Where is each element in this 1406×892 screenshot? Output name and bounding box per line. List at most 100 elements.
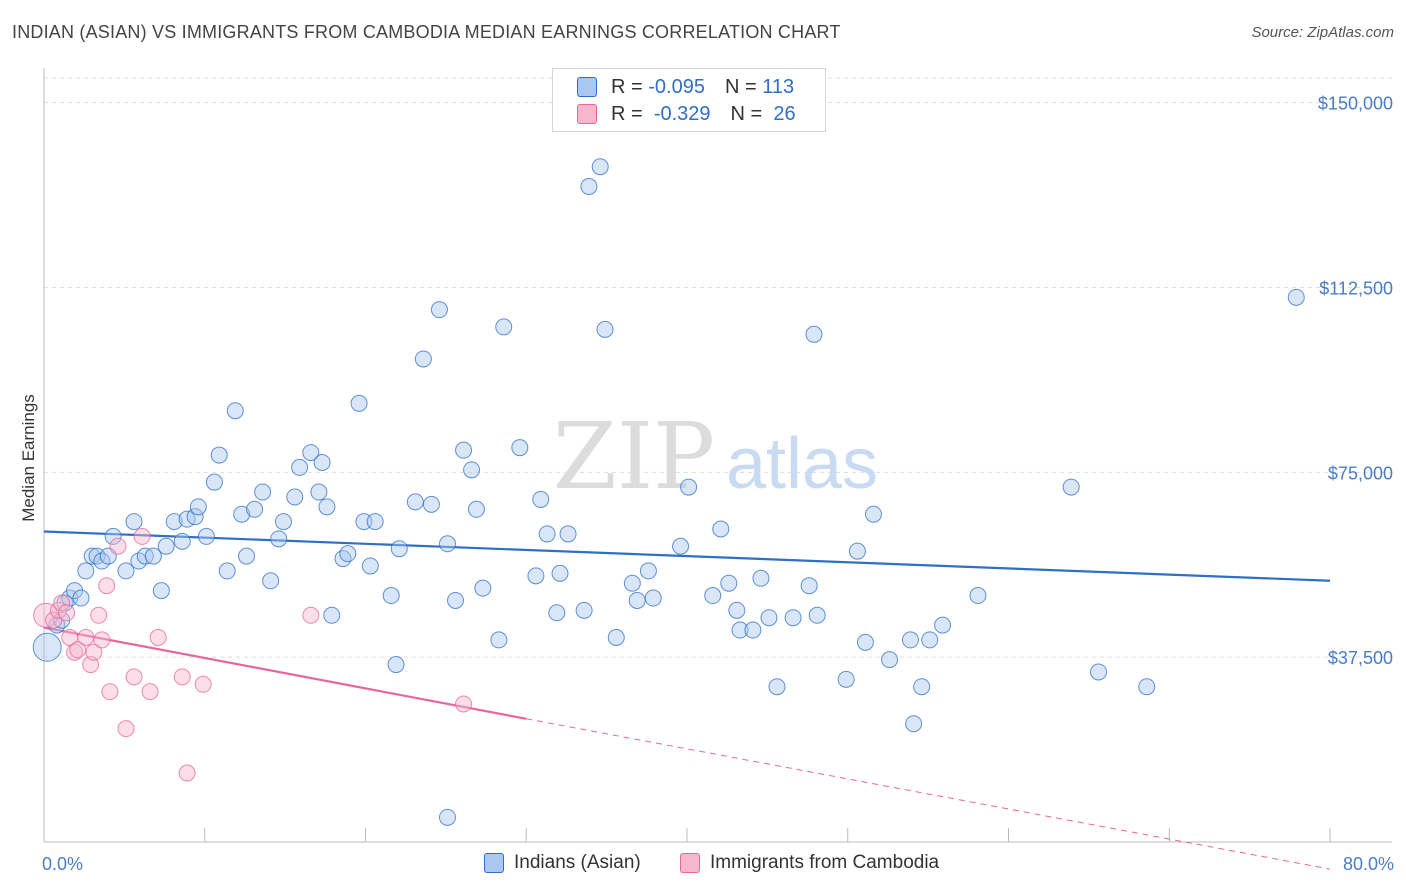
legend-item-indians: Indians (Asian) bbox=[484, 852, 641, 874]
trend-line-cambodia bbox=[43, 626, 527, 720]
data-point-indians bbox=[173, 532, 191, 550]
data-point-indians bbox=[644, 589, 662, 607]
data-point-indians bbox=[422, 495, 440, 513]
data-point-indians bbox=[527, 567, 545, 585]
data-point-indians bbox=[704, 587, 722, 605]
data-point-indians bbox=[712, 520, 730, 538]
tick-labels: $37,500 $75,000 $112,500 $150,000 0.0% 80.0% bbox=[42, 94, 1394, 874]
data-point-indians bbox=[752, 569, 770, 587]
data-point-indians bbox=[800, 577, 818, 595]
data-point-indians bbox=[165, 513, 183, 531]
data-point-indians bbox=[32, 632, 62, 662]
data-point-indians bbox=[728, 601, 746, 619]
data-point-cambodia bbox=[98, 577, 116, 595]
data-point-indians bbox=[302, 444, 320, 462]
data-point-indians bbox=[334, 550, 352, 568]
data-point-indians bbox=[495, 318, 513, 336]
data-point-cambodia bbox=[194, 675, 212, 693]
data-point-indians bbox=[447, 591, 465, 609]
data-point-cambodia bbox=[173, 668, 191, 686]
data-point-indians bbox=[226, 402, 244, 420]
source-label: Source: ZipAtlas.com bbox=[1251, 24, 1394, 41]
data-point-indians bbox=[438, 535, 456, 553]
data-point-indians bbox=[623, 574, 641, 592]
series-indians-asian bbox=[32, 158, 1305, 826]
data-point-indians bbox=[270, 530, 288, 548]
data-point-indians bbox=[205, 473, 223, 491]
y-tick-label: $112,500 bbox=[1319, 278, 1393, 298]
blue-swatch-icon bbox=[484, 853, 504, 873]
data-point-cambodia bbox=[93, 631, 111, 649]
data-point-cambodia bbox=[133, 527, 151, 545]
data-point-indians bbox=[390, 540, 408, 558]
data-point-indians bbox=[313, 453, 331, 471]
x-tick-label: 0.0% bbox=[42, 854, 83, 874]
data-point-cambodia bbox=[58, 604, 76, 622]
r-label: R = bbox=[611, 75, 643, 98]
data-point-indians bbox=[551, 564, 569, 582]
data-point-indians bbox=[784, 609, 802, 627]
data-point-indians bbox=[246, 500, 264, 518]
data-point-indians bbox=[275, 513, 293, 531]
n-label: N = bbox=[730, 102, 763, 125]
pink-swatch-icon bbox=[680, 853, 700, 873]
data-point-cambodia bbox=[85, 643, 103, 661]
legend-label-cambodia: Immigrants from Cambodia bbox=[710, 852, 940, 873]
trend-line-indians bbox=[43, 530, 1331, 582]
n-value: 113 bbox=[762, 75, 795, 98]
data-point-indians bbox=[532, 490, 550, 508]
data-point-indians bbox=[848, 542, 866, 560]
data-point-cambodia bbox=[53, 594, 71, 612]
data-point-cambodia bbox=[66, 643, 84, 661]
data-point-indians bbox=[254, 483, 272, 501]
data-point-indians bbox=[387, 656, 405, 674]
data-point-indians bbox=[48, 616, 66, 634]
data-point-indians bbox=[805, 325, 823, 343]
data-point-indians bbox=[186, 508, 204, 526]
data-point-indians bbox=[430, 301, 448, 319]
data-point-cambodia bbox=[141, 683, 159, 701]
r-label: R = bbox=[611, 102, 643, 125]
data-point-indians bbox=[881, 651, 899, 669]
data-point-cambodia bbox=[302, 606, 320, 624]
x-tick-label: 80.0% bbox=[1343, 854, 1394, 874]
data-point-indians bbox=[856, 633, 874, 651]
data-point-indians bbox=[323, 606, 341, 624]
y-tick-label: $37,500 bbox=[1328, 648, 1393, 668]
data-point-cambodia bbox=[77, 628, 95, 646]
r-value: -0.329 bbox=[653, 102, 711, 125]
series-immigrants-cambodia bbox=[33, 527, 473, 782]
data-point-indians bbox=[77, 562, 95, 580]
data-point-indians bbox=[921, 631, 939, 649]
data-point-indians bbox=[720, 574, 738, 592]
data-point-cambodia bbox=[149, 628, 167, 646]
data-point-cambodia bbox=[33, 602, 59, 628]
data-point-indians bbox=[628, 591, 646, 609]
r-value: -0.095 bbox=[648, 75, 705, 98]
data-point-indians bbox=[463, 461, 481, 479]
data-point-indians bbox=[1090, 663, 1108, 681]
data-point-indians bbox=[361, 557, 379, 575]
legend-item-cambodia: Immigrants from Cambodia bbox=[680, 852, 939, 874]
trend-line-cambodia-extension bbox=[526, 718, 1331, 870]
n-label: N = bbox=[724, 75, 757, 98]
data-point-indians bbox=[189, 498, 207, 516]
trend-lines bbox=[43, 530, 1331, 870]
data-point-indians bbox=[969, 587, 987, 605]
data-point-indians bbox=[672, 537, 690, 555]
data-point-indians bbox=[548, 604, 566, 622]
data-point-indians bbox=[744, 621, 762, 639]
data-point-indians bbox=[318, 498, 336, 516]
data-point-indians bbox=[455, 441, 473, 459]
data-point-indians bbox=[117, 562, 135, 580]
data-point-indians bbox=[864, 505, 882, 523]
data-point-cambodia bbox=[90, 606, 108, 624]
data-point-cambodia bbox=[455, 695, 473, 713]
blue-swatch-icon bbox=[577, 77, 597, 97]
data-point-cambodia bbox=[125, 668, 143, 686]
data-point-indians bbox=[197, 527, 215, 545]
data-point-indians bbox=[1287, 288, 1305, 306]
data-point-indians bbox=[350, 394, 368, 412]
y-axis-label: Median Earnings bbox=[19, 394, 38, 522]
